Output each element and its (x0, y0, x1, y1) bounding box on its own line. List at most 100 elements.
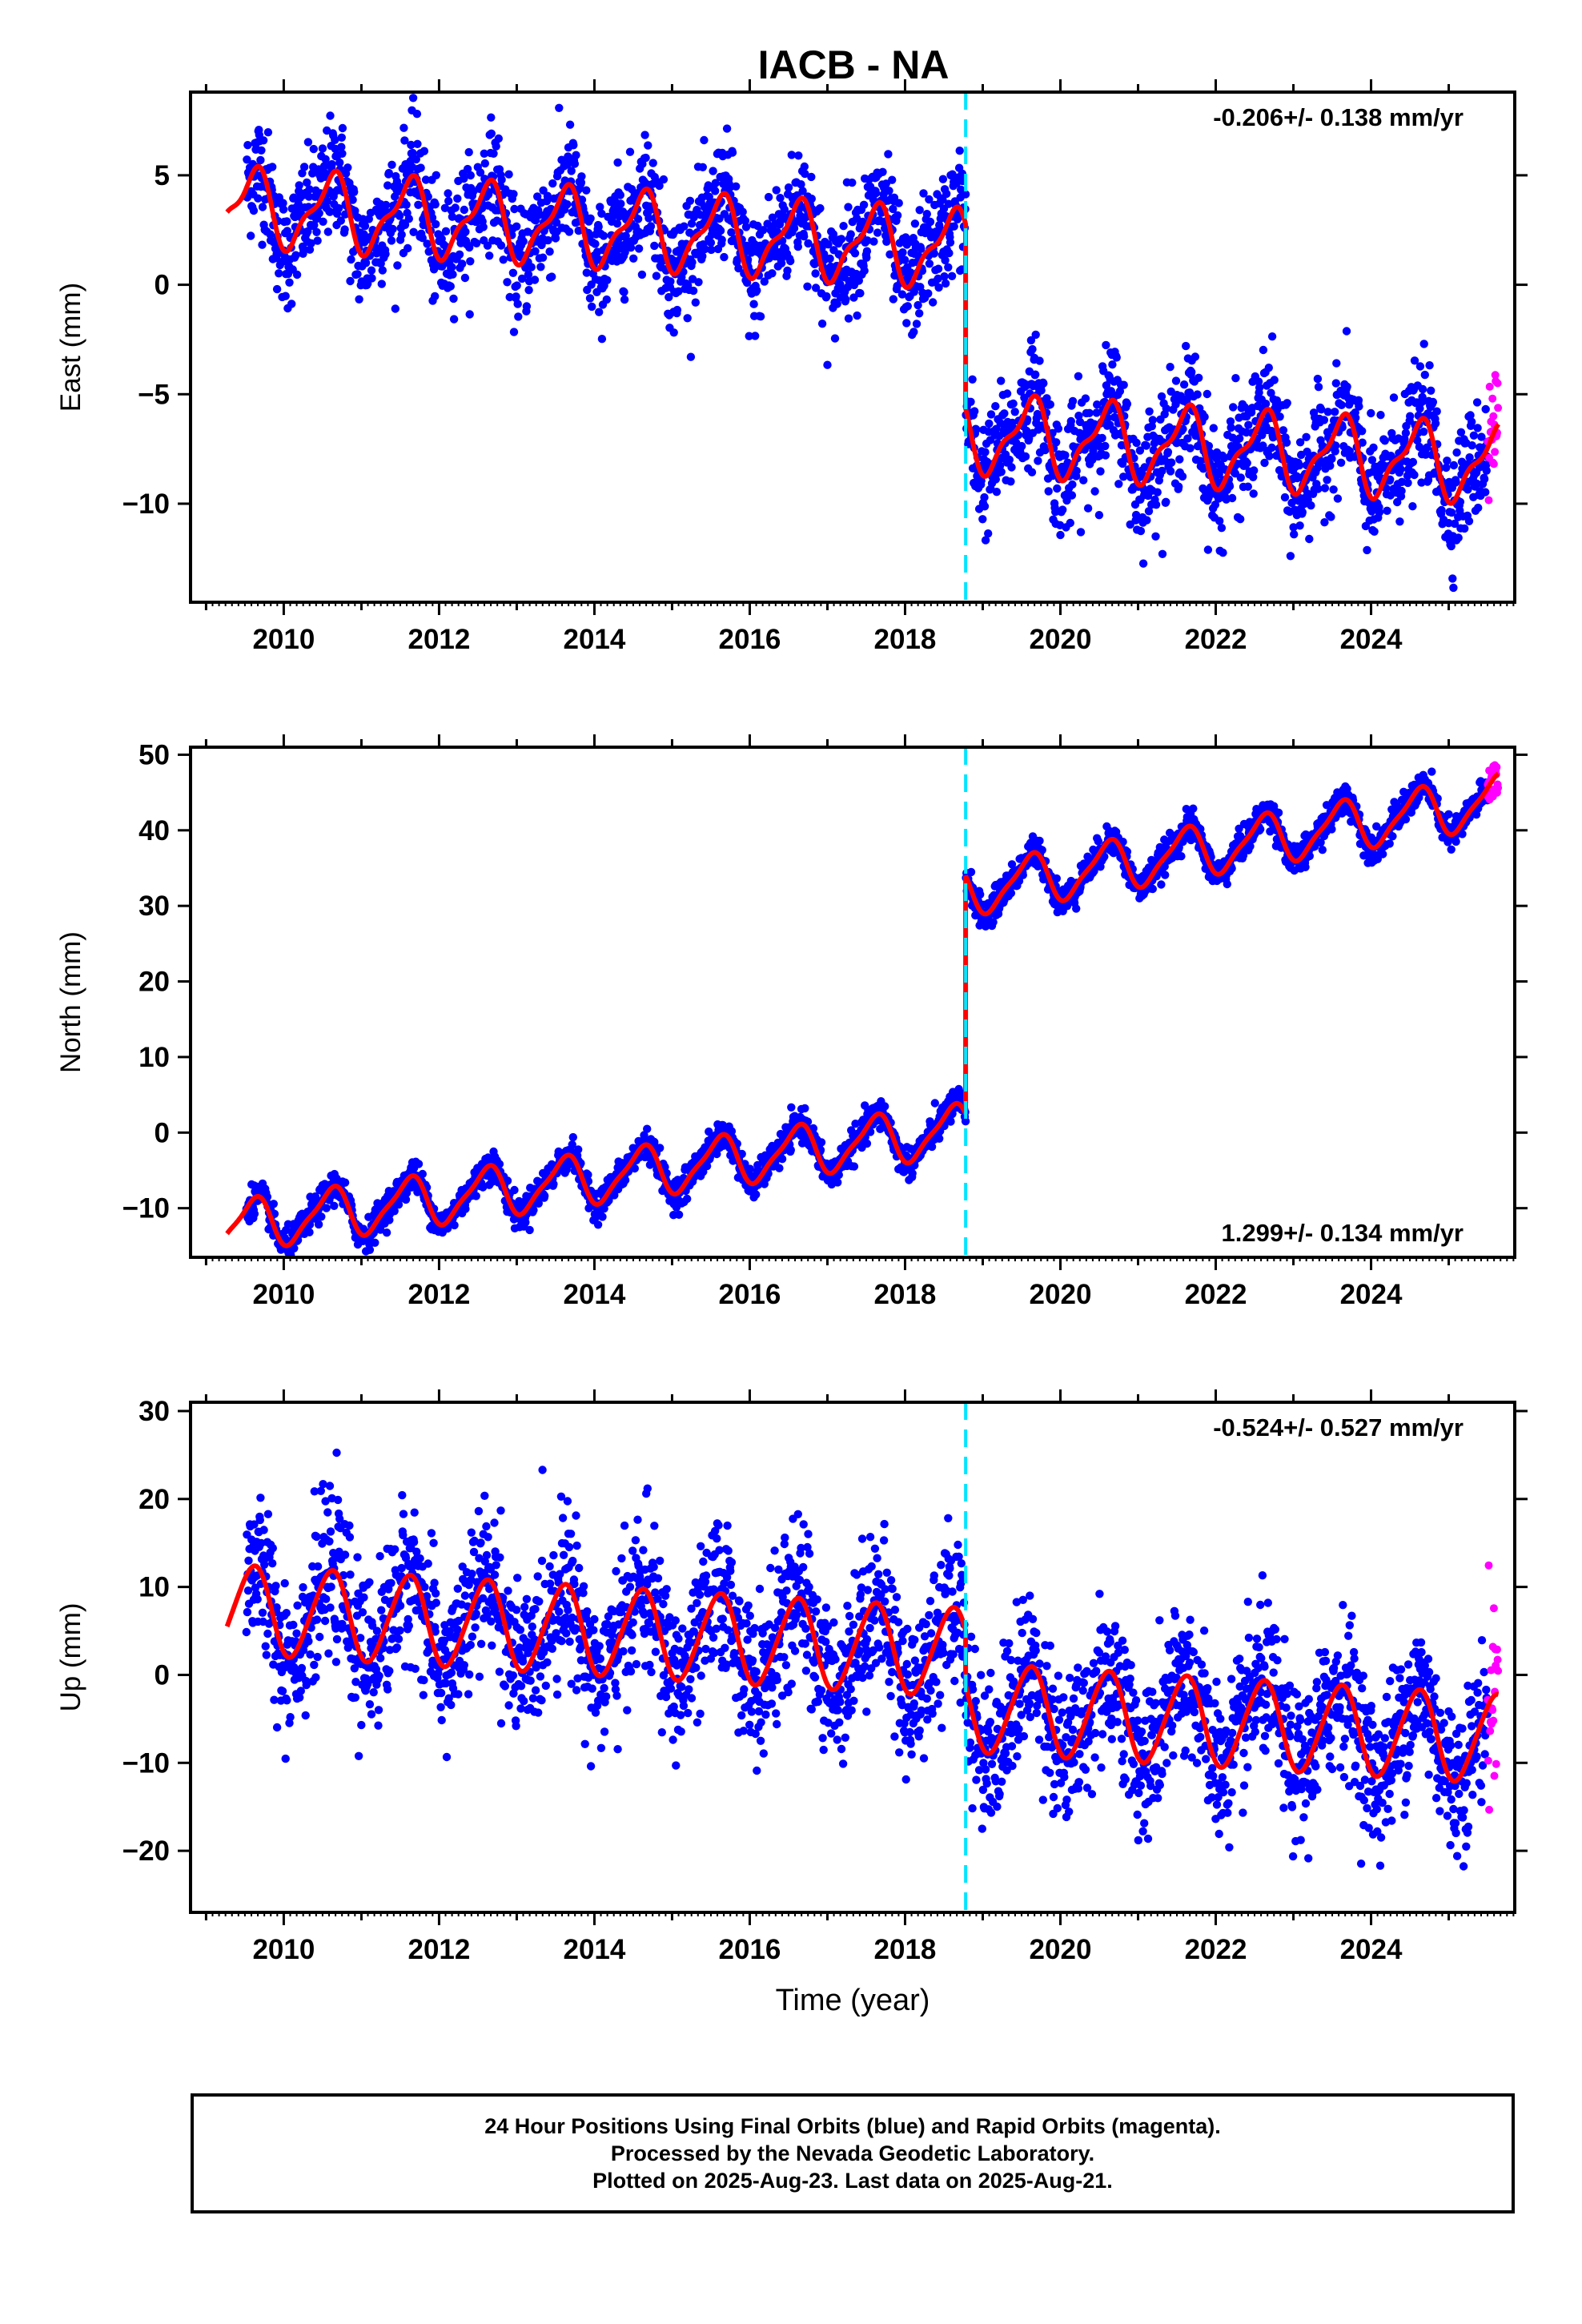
data-point (1046, 400, 1055, 409)
data-point (1244, 420, 1253, 429)
data-point (829, 230, 838, 239)
data-point (1009, 399, 1018, 408)
data-point (669, 328, 678, 337)
data-point (862, 247, 872, 255)
data-point (540, 1192, 549, 1200)
data-point (1431, 419, 1440, 428)
data-point (495, 1160, 504, 1168)
data-point (1136, 526, 1146, 536)
data-point (801, 169, 809, 179)
data-point (1167, 458, 1176, 467)
data-point (1074, 372, 1083, 380)
data-point (568, 1132, 577, 1142)
data-point (1118, 459, 1127, 468)
data-point (285, 278, 294, 287)
data-point (1464, 485, 1472, 494)
data-point (272, 284, 282, 294)
data-point (593, 1220, 603, 1229)
data-point (390, 1207, 399, 1216)
data-point (1203, 389, 1212, 399)
data-point (885, 187, 893, 195)
data-point (1142, 516, 1151, 525)
data-point (945, 248, 954, 258)
data-point (929, 298, 938, 307)
rapid-point (1491, 371, 1500, 380)
data-point (1217, 524, 1227, 533)
data-point (713, 1149, 721, 1159)
data-point (340, 225, 349, 234)
data-point (997, 468, 1006, 476)
data-point (1437, 505, 1446, 515)
data-point (780, 205, 789, 214)
data-point (460, 273, 470, 283)
data-point (1355, 402, 1363, 411)
x-tick-label: 2020 (1030, 624, 1092, 655)
data-point (479, 1183, 488, 1192)
data-point (1331, 408, 1339, 416)
data-point (706, 238, 716, 247)
data-point (900, 255, 909, 264)
data-point (568, 1140, 576, 1149)
data-point (968, 375, 977, 384)
data-point (787, 151, 796, 159)
data-point (487, 129, 496, 138)
data-point (534, 1199, 543, 1208)
data-point (1114, 480, 1123, 489)
data-point (513, 300, 522, 308)
data-point (641, 153, 650, 163)
data-point (1068, 396, 1078, 406)
data-point (1174, 482, 1183, 491)
data-point (466, 171, 475, 180)
rapid-point (1489, 412, 1498, 420)
data-point (1022, 426, 1031, 436)
data-point (941, 279, 950, 288)
data-point (503, 278, 512, 287)
data-point (420, 147, 429, 155)
data-point (365, 1245, 375, 1255)
data-point (1302, 432, 1311, 441)
data-point (254, 194, 263, 203)
data-point (732, 182, 741, 191)
data-point (992, 424, 1001, 433)
data-point (734, 263, 743, 273)
data-point (811, 269, 820, 278)
data-point (909, 328, 918, 336)
data-point (991, 475, 1001, 484)
data-point (1115, 387, 1125, 396)
data-point (1018, 441, 1026, 451)
data-point (656, 1144, 665, 1152)
data-point (991, 402, 1000, 411)
data-point (1158, 549, 1167, 558)
data-point (1225, 482, 1235, 491)
data-point (935, 1134, 944, 1144)
data-point (1363, 545, 1371, 555)
data-point (1427, 386, 1435, 395)
data-point (1332, 359, 1341, 368)
data-point (648, 159, 657, 167)
data-point (423, 239, 432, 248)
data-point (524, 270, 533, 279)
data-point (327, 159, 336, 169)
final-orbit-points (242, 94, 1492, 593)
data-point (504, 170, 513, 179)
data-point (544, 235, 552, 245)
data-point (610, 1191, 619, 1200)
data-point (727, 1127, 737, 1136)
rapid-point (1491, 448, 1500, 456)
data-point (551, 234, 560, 243)
data-point (612, 219, 622, 228)
data-point (258, 203, 267, 211)
data-point (303, 178, 311, 187)
data-point (833, 1178, 842, 1187)
data-point (643, 1124, 652, 1133)
data-point (343, 163, 352, 172)
data-point (461, 227, 470, 236)
data-point (508, 268, 518, 277)
data-point (1175, 455, 1184, 464)
rapid-point (1488, 394, 1497, 403)
data-point (291, 251, 300, 259)
data-point (1307, 501, 1315, 510)
data-point (572, 151, 580, 159)
data-point (275, 269, 283, 278)
data-point (256, 155, 265, 165)
